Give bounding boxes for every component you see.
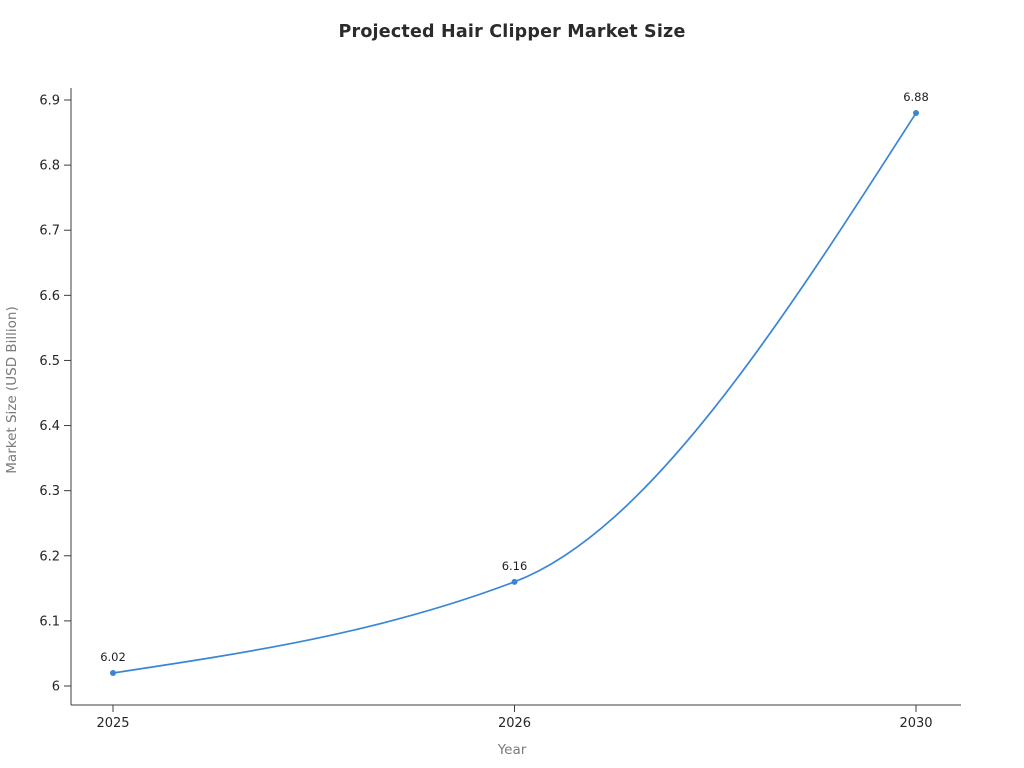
y-tick-label: 6.4	[39, 419, 60, 434]
series-line	[112, 112, 917, 674]
y-tick-label: 6.8	[39, 159, 60, 174]
y-axis-label: Market Size (USD Billion)	[4, 306, 20, 474]
data-point-marker	[511, 578, 518, 585]
y-tick-label: 6.5	[39, 354, 60, 369]
point-label: 6.16	[502, 559, 528, 573]
y-tick-label: 6.6	[39, 289, 60, 304]
x-tick-label: 2026	[498, 716, 531, 731]
point-label: 6.02	[100, 650, 126, 664]
y-tick-label: 6.2	[39, 549, 60, 564]
x-tick-label: 2030	[899, 716, 932, 731]
y-tick-label: 6.1	[39, 614, 60, 629]
point-label: 6.88	[903, 90, 929, 104]
y-tick-label: 6.7	[39, 224, 60, 239]
data-point-marker	[913, 110, 919, 117]
y-tick-label: 6.3	[39, 484, 60, 499]
data-point-marker	[110, 669, 116, 676]
chart-title: Projected Hair Clipper Market Size	[338, 22, 686, 42]
x-axis-label: Year	[497, 742, 527, 758]
y-tick-label: 6.9	[39, 94, 60, 109]
x-tick-label: 2025	[96, 716, 129, 731]
y-tick-label: 6	[52, 680, 60, 695]
